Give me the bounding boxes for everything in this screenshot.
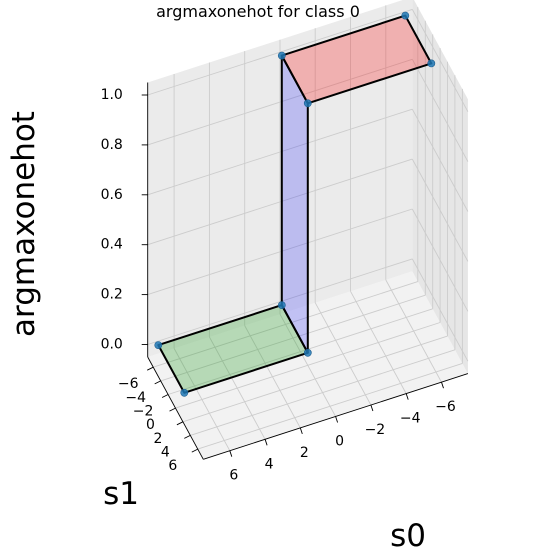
gridline-wall-z-left: [147, 108, 413, 196]
gridline-wall-z-right: [411, 59, 469, 162]
x-tick: [370, 404, 374, 412]
gridline-wall-z-right: [411, 158, 469, 262]
y-tick-label: 6: [168, 458, 177, 474]
y-tick: [176, 421, 184, 426]
chart-title: argmaxonehot for class 0: [156, 2, 360, 21]
y-tick-label: 0: [146, 417, 155, 433]
y-tick-label: 2: [153, 431, 162, 447]
z-tick-label: 0.8: [101, 137, 123, 153]
gridlines: [147, 5, 469, 451]
x-tick: [299, 427, 303, 435]
y-tick: [161, 394, 169, 398]
gridline-wall-z-left: [147, 158, 413, 246]
x-tick: [229, 450, 233, 457]
gridline-floor-y: [153, 281, 418, 368]
x-tick: [441, 382, 444, 389]
gridline-wall-z-right: [411, 9, 469, 112]
data-point: [427, 59, 436, 68]
gridline-floor-y: [160, 294, 426, 382]
data-point: [277, 301, 286, 309]
data-point: [401, 11, 410, 20]
x-tick-label: −6: [435, 399, 456, 415]
y-tick: [184, 434, 191, 439]
gridline-floor-y: [190, 349, 456, 436]
z-tick-label: 0.0: [101, 337, 123, 353]
y-tick-label: −6: [118, 376, 139, 392]
data-point: [277, 51, 286, 60]
x-axis-line: [203, 373, 469, 460]
gridline-floor-y: [182, 335, 448, 423]
x-tick-label: 2: [300, 445, 309, 461]
gridline-wall-z-left: [147, 58, 413, 146]
x-tick-label: −4: [400, 411, 421, 427]
markers: [154, 11, 436, 397]
x-tick-label: 6: [229, 468, 238, 484]
data-point: [303, 348, 312, 357]
z-tick-label: 0.6: [101, 187, 123, 203]
x-tick: [405, 393, 409, 400]
x-tick-label: 0: [335, 434, 344, 450]
y-tick: [146, 366, 154, 371]
surface-1: [280, 54, 309, 354]
y-tick-label: 4: [161, 444, 170, 460]
z-tick-label: 1.0: [101, 87, 123, 103]
gridline-wall-z-right: [411, 258, 469, 362]
gridline-floor-y: [167, 308, 433, 395]
y-axis-label: s1: [103, 476, 139, 512]
z-tick-label: 0.4: [101, 237, 123, 253]
data-point: [154, 341, 163, 349]
z-axis-label: argmaxonehot: [6, 111, 42, 337]
y-tick-label: −2: [133, 404, 154, 420]
y-tick-label: −4: [125, 390, 146, 406]
x-tick-label: −2: [365, 422, 386, 438]
y-tick: [191, 448, 199, 453]
y-tick: [154, 380, 161, 385]
y-tick: [169, 407, 176, 412]
gridline-wall-z-left: [147, 208, 413, 296]
gridline-wall-z-right: [411, 108, 469, 212]
x-tick: [264, 439, 268, 446]
x-tick-label: 4: [265, 456, 274, 472]
x-axis-label: s0: [390, 518, 426, 554]
gridline-floor-y: [175, 322, 441, 409]
gridline-floor-y: [197, 362, 463, 450]
z-tick-label: 0.2: [101, 287, 123, 303]
gridline-wall-z-right: [411, 208, 469, 312]
x-tick: [335, 416, 339, 423]
data-point: [180, 388, 189, 397]
data-point: [303, 99, 312, 108]
